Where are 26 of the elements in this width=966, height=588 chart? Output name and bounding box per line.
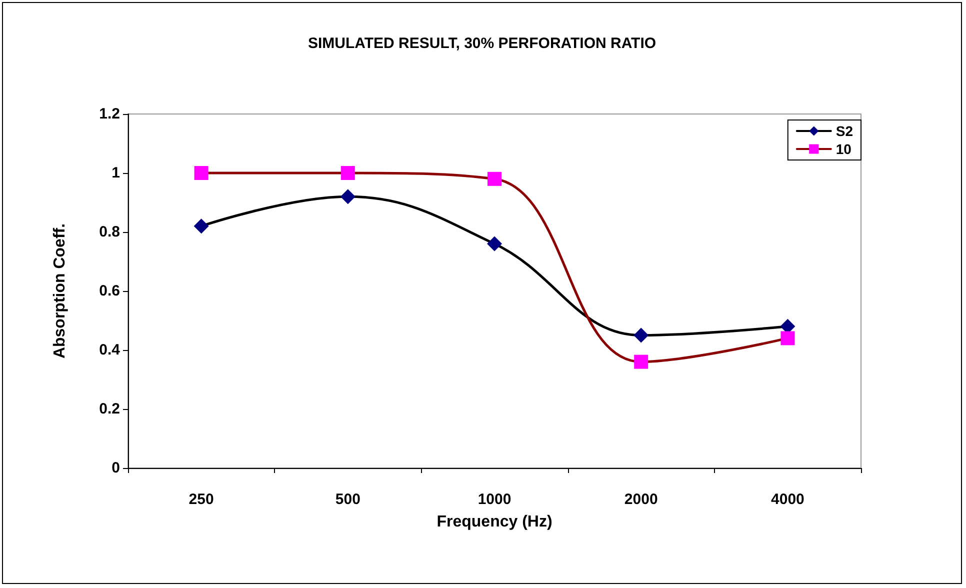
x-tick-label: 1000: [478, 491, 512, 508]
chart-title: SIMULATED RESULT, 30% PERFORATION RATIO: [308, 35, 656, 52]
point: [340, 189, 356, 204]
point: [634, 354, 648, 369]
legend-label: S2: [836, 123, 854, 139]
point: [780, 331, 795, 346]
point: [194, 218, 209, 234]
y-axis-title: Absorption Coeff.: [52, 223, 68, 359]
point: [194, 166, 208, 180]
point: [634, 328, 649, 343]
y-tick-label: 0.8: [99, 224, 120, 240]
legend-label: 10: [836, 141, 852, 157]
point: [488, 172, 502, 186]
x-axis-title: Frequency (Hz): [436, 514, 552, 530]
x-tick-label: 2000: [624, 491, 658, 508]
x-tick-label: 4000: [771, 491, 804, 508]
point: [487, 236, 502, 252]
y-tick-label: 0.4: [99, 342, 121, 358]
y-tick-label: 0: [112, 460, 120, 476]
y-tick-label: 1: [112, 164, 120, 182]
y-tick-label: 1.2: [99, 106, 120, 122]
y-tick-label: 0.6: [99, 282, 120, 300]
point: [340, 166, 355, 180]
y-tick-label: 0.2: [99, 400, 120, 418]
x-tick-label: 500: [335, 491, 360, 508]
x-tick-label: 250: [188, 491, 214, 508]
